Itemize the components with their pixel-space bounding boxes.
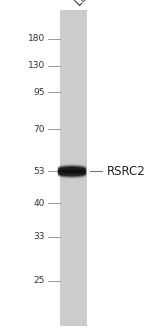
Ellipse shape — [58, 166, 86, 170]
Ellipse shape — [58, 170, 86, 175]
Ellipse shape — [58, 170, 86, 174]
Ellipse shape — [58, 171, 86, 176]
Ellipse shape — [58, 166, 86, 171]
Ellipse shape — [58, 165, 86, 170]
Ellipse shape — [58, 173, 86, 178]
Ellipse shape — [58, 169, 86, 173]
Ellipse shape — [58, 169, 86, 174]
Ellipse shape — [58, 165, 86, 170]
Ellipse shape — [58, 169, 86, 174]
Ellipse shape — [58, 173, 86, 177]
Ellipse shape — [58, 173, 86, 178]
Text: 180: 180 — [28, 34, 45, 43]
Text: 70: 70 — [33, 125, 45, 134]
Text: Large intestine: Large intestine — [74, 0, 133, 8]
Ellipse shape — [58, 167, 86, 172]
Ellipse shape — [58, 171, 86, 175]
Ellipse shape — [58, 172, 86, 176]
Ellipse shape — [58, 168, 86, 173]
Text: 130: 130 — [28, 61, 45, 70]
Text: 53: 53 — [33, 167, 45, 176]
Ellipse shape — [58, 165, 86, 170]
Ellipse shape — [58, 166, 86, 171]
Ellipse shape — [58, 168, 86, 173]
Ellipse shape — [58, 171, 86, 176]
Ellipse shape — [58, 165, 86, 169]
Text: 33: 33 — [33, 233, 45, 241]
Text: 25: 25 — [34, 276, 45, 285]
Ellipse shape — [58, 170, 85, 173]
Bar — [60, 10, 87, 326]
Text: 95: 95 — [33, 88, 45, 97]
Text: 40: 40 — [34, 199, 45, 208]
Ellipse shape — [58, 170, 86, 175]
Ellipse shape — [58, 173, 86, 178]
Ellipse shape — [58, 167, 86, 171]
Ellipse shape — [58, 172, 86, 177]
Ellipse shape — [58, 171, 86, 176]
Ellipse shape — [58, 168, 86, 172]
Ellipse shape — [58, 167, 86, 172]
Ellipse shape — [58, 172, 86, 177]
Text: RSRC2: RSRC2 — [106, 165, 145, 178]
Ellipse shape — [58, 167, 86, 172]
Ellipse shape — [58, 169, 86, 174]
